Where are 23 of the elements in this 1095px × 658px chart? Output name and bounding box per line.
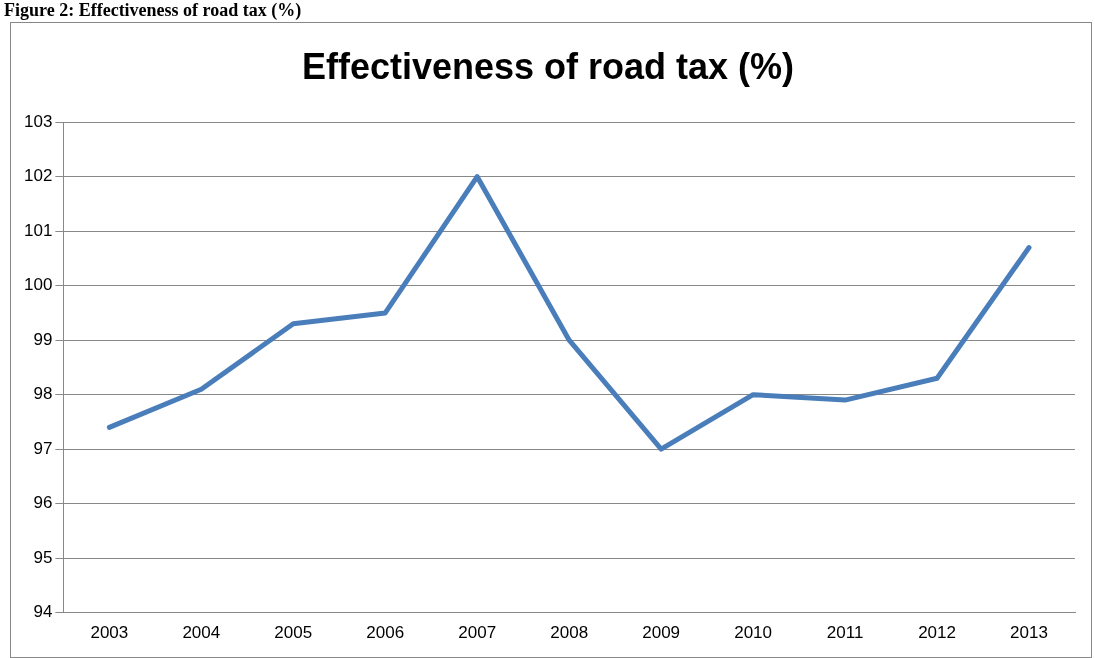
y-tick-label: 97 bbox=[33, 438, 53, 458]
x-tick-label: 2003 bbox=[90, 623, 129, 643]
x-tick-label: 2012 bbox=[918, 623, 956, 643]
caption: Figure 2: Effectiveness of road tax (%) bbox=[4, 0, 302, 21]
y-tick-label: 102 bbox=[23, 166, 53, 186]
y-tick-label: 103 bbox=[23, 111, 53, 131]
x-tick-label: 2007 bbox=[458, 623, 497, 643]
x-tick-label: 2011 bbox=[826, 623, 864, 643]
x-tick-label: 2006 bbox=[366, 623, 405, 643]
y-tick-label: 99 bbox=[33, 329, 53, 349]
y-tick-label: 100 bbox=[23, 275, 53, 295]
y-tick-label: 98 bbox=[33, 384, 53, 404]
y-tick-label: 95 bbox=[33, 547, 53, 567]
x-tick-label: 2013 bbox=[1010, 623, 1048, 643]
y-tick-label: 101 bbox=[23, 220, 53, 240]
x-tick-label: 2005 bbox=[274, 623, 313, 643]
x-tick-label: 2009 bbox=[642, 623, 681, 643]
x-tick-label: 2004 bbox=[182, 623, 221, 643]
x-tick-label: 2008 bbox=[550, 623, 589, 643]
y-tick-label: 96 bbox=[33, 493, 53, 513]
x-tick-label: 2010 bbox=[734, 623, 773, 643]
y-tick-label: 94 bbox=[33, 602, 53, 622]
chart-title: Effectiveness of road tax (%) bbox=[301, 45, 795, 87]
